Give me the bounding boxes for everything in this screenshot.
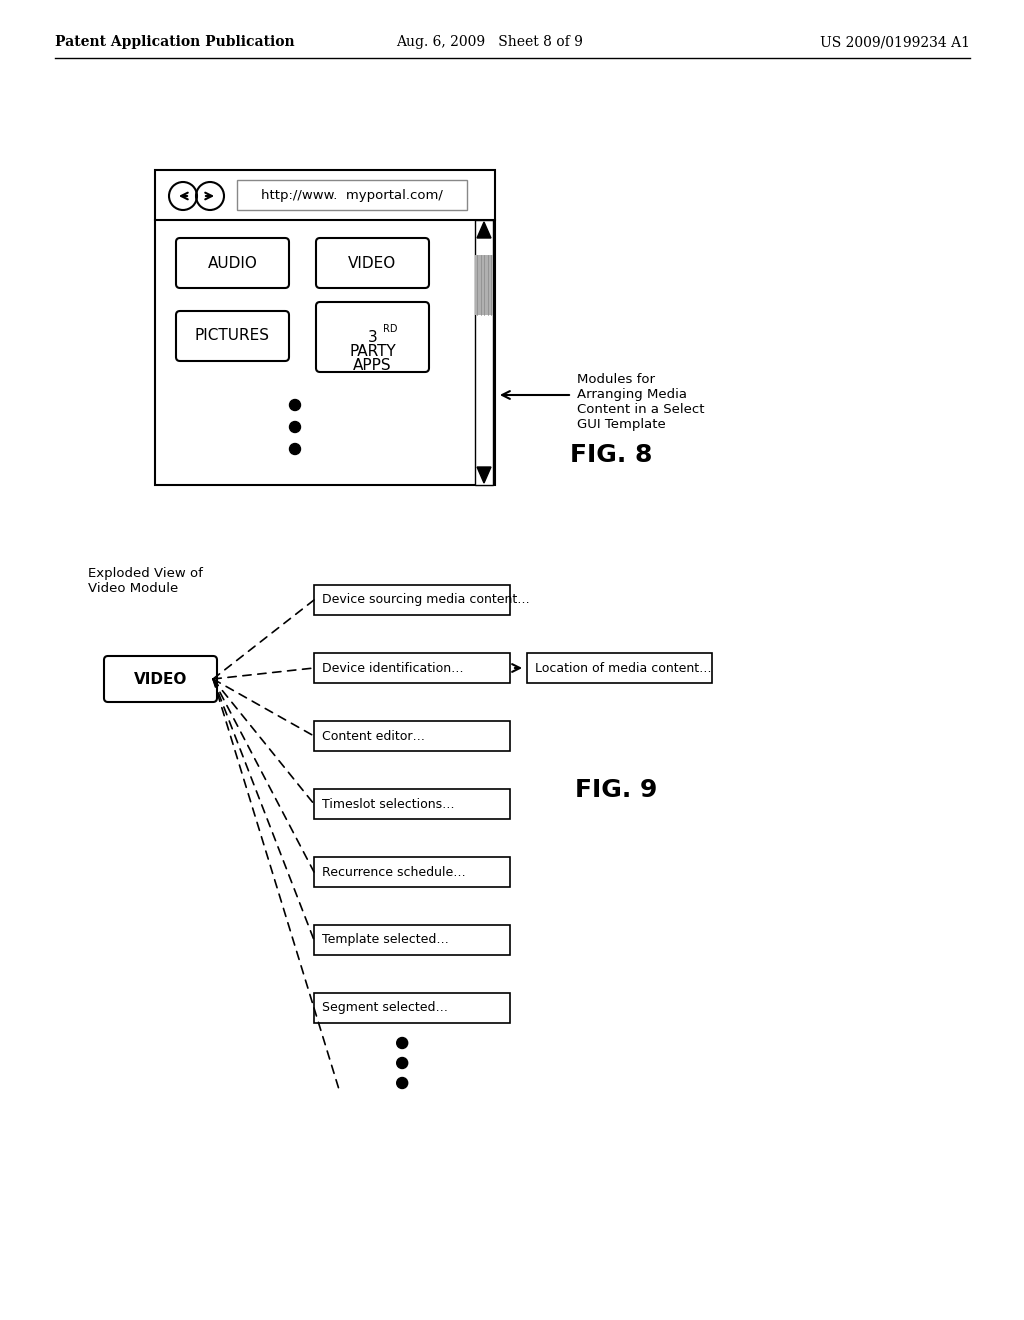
- FancyBboxPatch shape: [316, 238, 429, 288]
- Bar: [155, 170, 495, 484]
- FancyBboxPatch shape: [316, 302, 429, 372]
- Text: Device identification…: Device identification…: [322, 661, 464, 675]
- Bar: [314, 653, 510, 682]
- Text: VIDEO: VIDEO: [134, 672, 187, 686]
- Text: Template selected…: Template selected…: [322, 933, 449, 946]
- Bar: [314, 721, 510, 751]
- FancyBboxPatch shape: [104, 656, 217, 702]
- Circle shape: [290, 400, 300, 411]
- Text: PICTURES: PICTURES: [195, 329, 270, 343]
- Polygon shape: [477, 467, 490, 483]
- Bar: [314, 993, 510, 1023]
- Circle shape: [396, 1057, 408, 1068]
- Text: FIG. 9: FIG. 9: [575, 777, 657, 803]
- Text: Timeslot selections…: Timeslot selections…: [322, 797, 455, 810]
- Text: VIDEO: VIDEO: [348, 256, 396, 271]
- Circle shape: [396, 1077, 408, 1089]
- FancyBboxPatch shape: [176, 312, 289, 360]
- Text: Content editor…: Content editor…: [322, 730, 425, 742]
- Bar: [475, 220, 493, 484]
- Bar: [527, 653, 712, 682]
- Text: Segment selected…: Segment selected…: [322, 1002, 449, 1015]
- Circle shape: [396, 1038, 408, 1048]
- FancyBboxPatch shape: [176, 238, 289, 288]
- Text: Location of media content…: Location of media content…: [535, 661, 712, 675]
- Bar: [314, 585, 510, 615]
- Text: AUDIO: AUDIO: [208, 256, 257, 271]
- Text: Aug. 6, 2009   Sheet 8 of 9: Aug. 6, 2009 Sheet 8 of 9: [396, 36, 584, 49]
- Text: PARTY: PARTY: [349, 343, 396, 359]
- Text: US 2009/0199234 A1: US 2009/0199234 A1: [820, 36, 970, 49]
- Bar: [314, 789, 510, 818]
- Text: 3: 3: [368, 330, 378, 345]
- Text: Device sourcing media content…: Device sourcing media content…: [322, 594, 529, 606]
- Circle shape: [290, 421, 300, 433]
- Text: FIG. 8: FIG. 8: [570, 444, 652, 467]
- Text: APPS: APPS: [353, 358, 392, 372]
- Bar: [314, 857, 510, 887]
- Text: RD: RD: [383, 323, 397, 334]
- Text: Modules for
Arranging Media
Content in a Select
GUI Template: Modules for Arranging Media Content in a…: [577, 374, 705, 432]
- Text: Exploded View of
Video Module: Exploded View of Video Module: [88, 568, 203, 595]
- Bar: [314, 925, 510, 954]
- Bar: [475, 255, 493, 315]
- Bar: [237, 180, 467, 210]
- Text: Recurrence schedule…: Recurrence schedule…: [322, 866, 466, 879]
- Text: http://www.  myportal.com/: http://www. myportal.com/: [261, 189, 443, 202]
- Text: Patent Application Publication: Patent Application Publication: [55, 36, 295, 49]
- Circle shape: [290, 444, 300, 454]
- Polygon shape: [477, 222, 490, 238]
